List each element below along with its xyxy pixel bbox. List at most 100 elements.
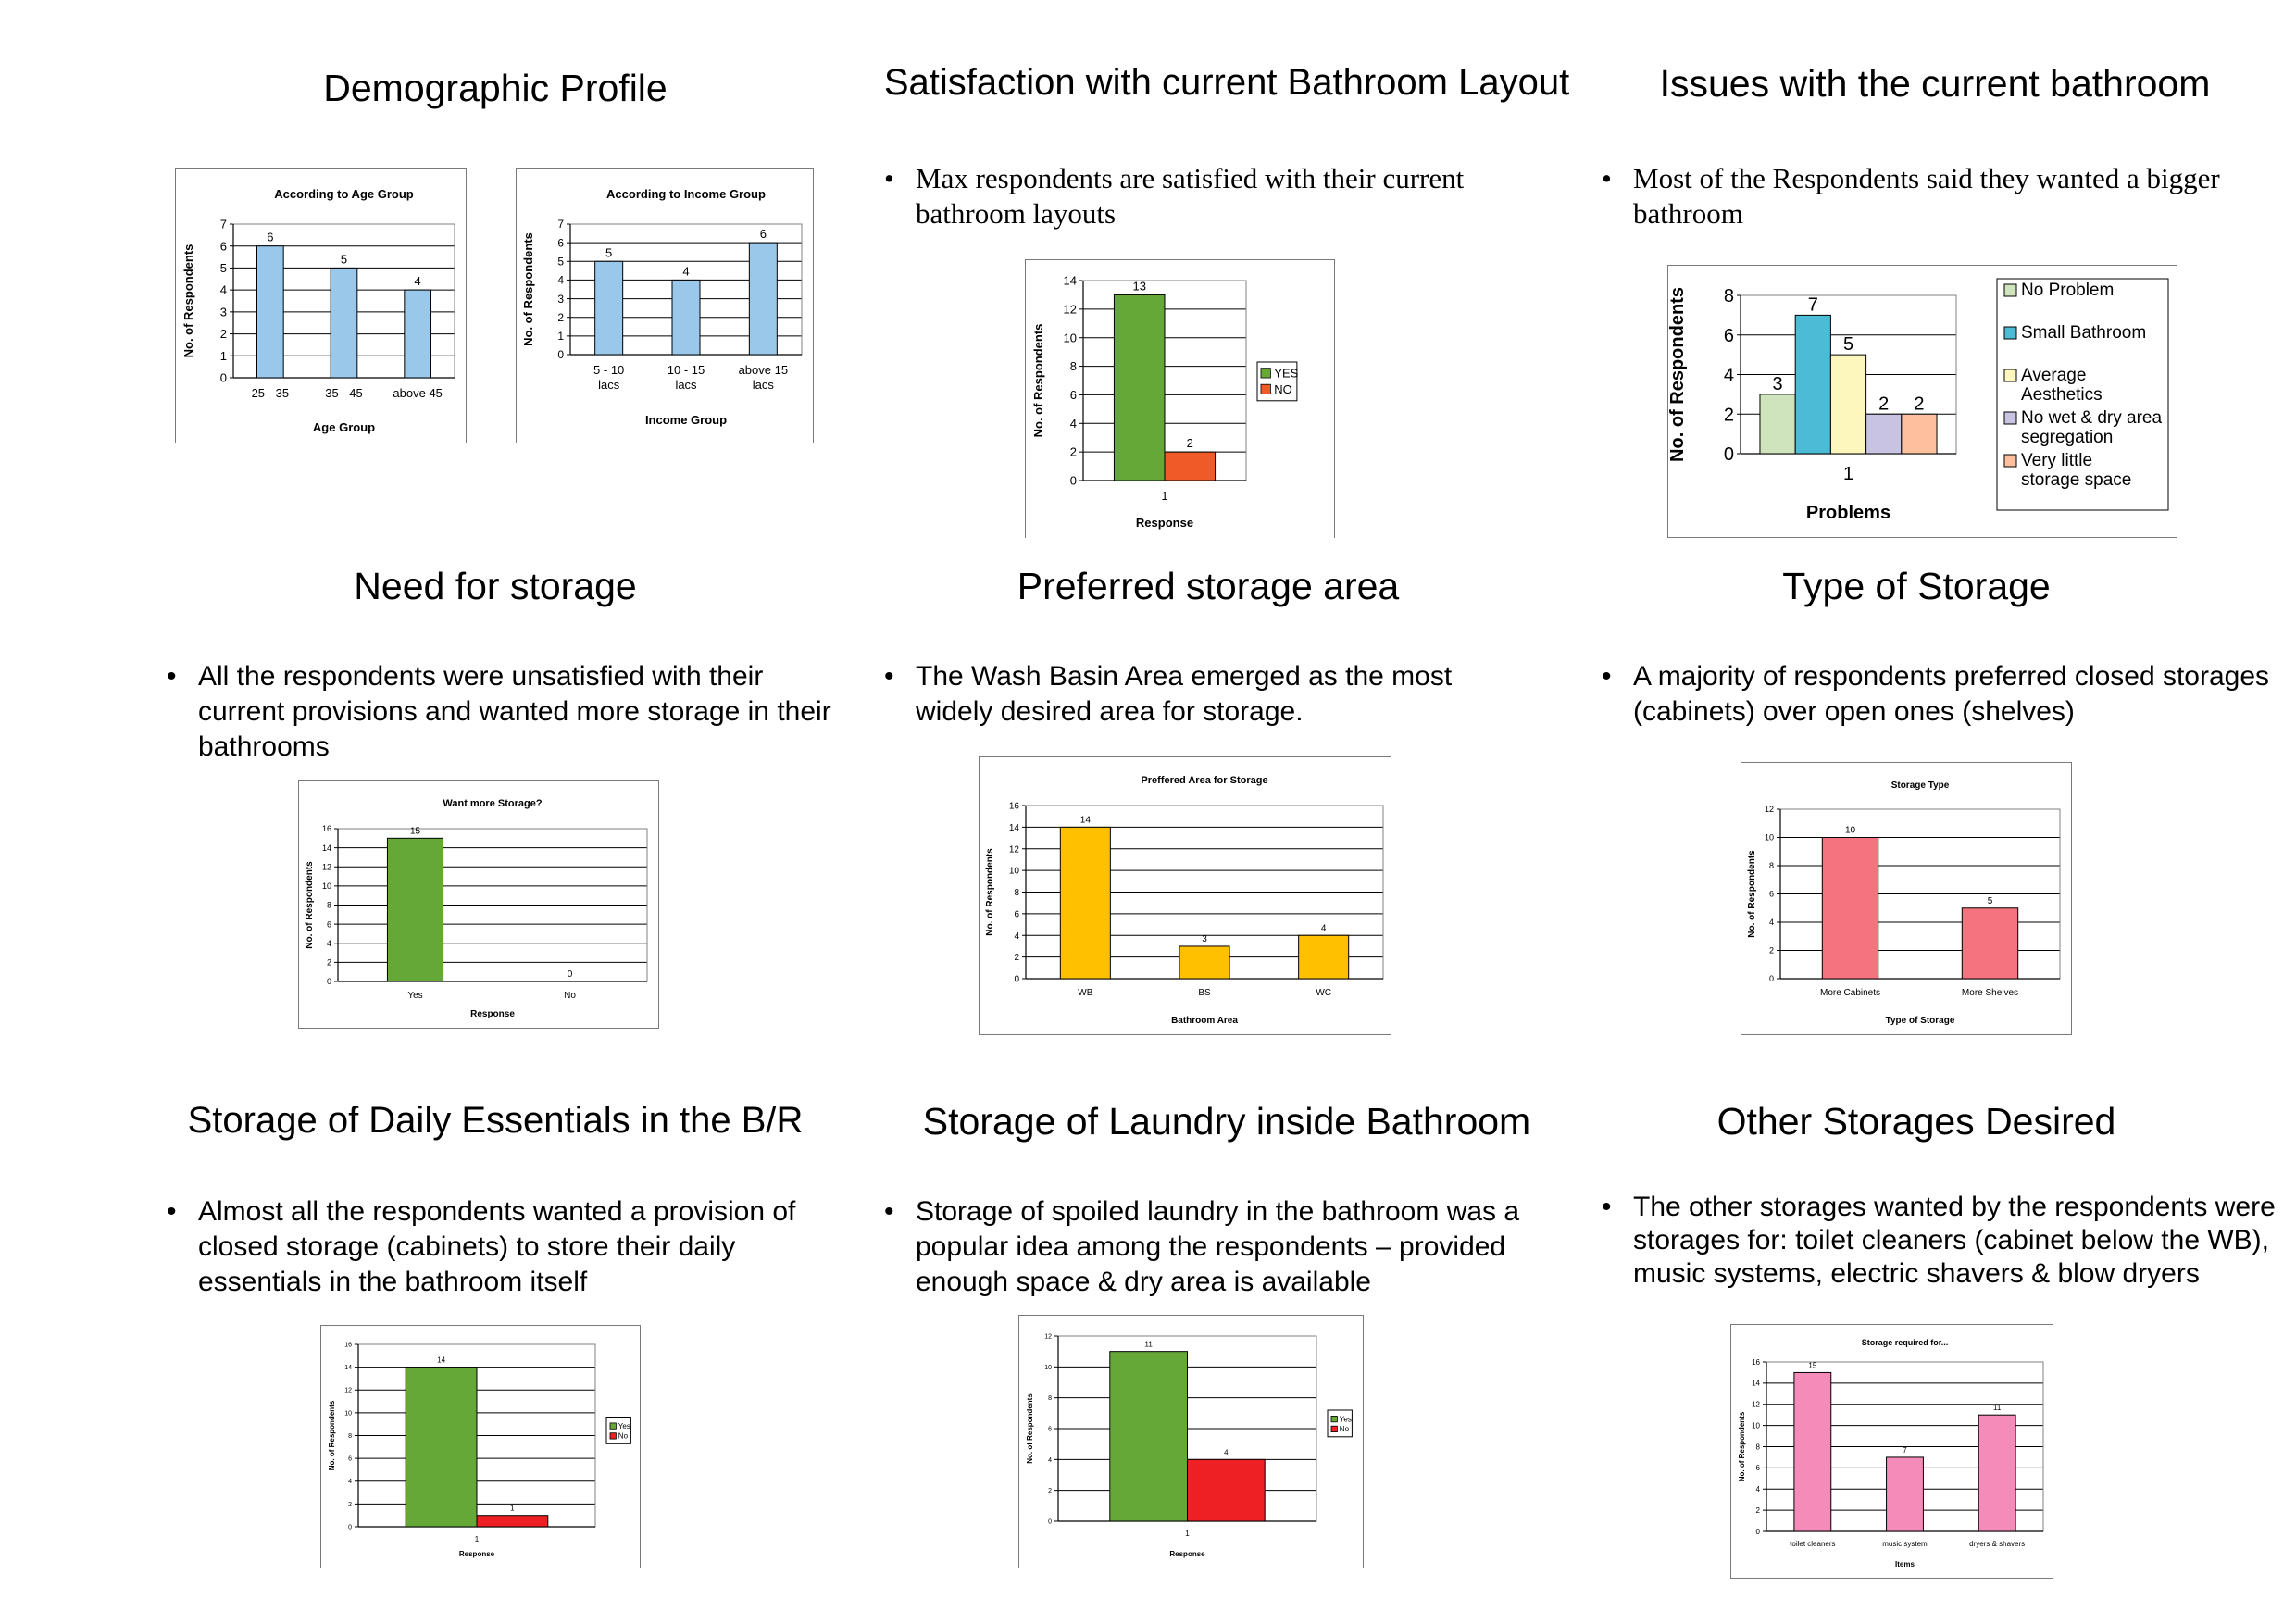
y-tick-label: 6 — [557, 236, 564, 249]
data-label: 6 — [760, 227, 767, 241]
y-tick-label: 8 — [1724, 286, 1734, 306]
data-label: 14 — [1080, 815, 1092, 825]
bar-music-system — [1886, 1456, 1924, 1532]
legend-label: segregation — [2021, 428, 2113, 447]
chart-title: According to Income Group — [606, 187, 766, 201]
y-tick-label: 8 — [327, 901, 331, 910]
data-label: 1 — [510, 1505, 515, 1513]
x-tick-label: above 15 — [739, 363, 789, 377]
x-tick-label: dryers & shavers — [1969, 1540, 2025, 1548]
x-tick-label: lacs — [675, 378, 697, 392]
legend-swatch — [609, 1422, 617, 1430]
chart-svg: Want more Storage? 0 2 4 6 8 10 12 14 16 15 Yes 0 No R… — [305, 798, 648, 1019]
section-title-demographic: Demographic Profile — [323, 67, 668, 109]
section-title-issues: Issues with the current bathroom — [1659, 62, 2211, 105]
legend — [1996, 278, 2169, 511]
data-label: 6 — [267, 231, 273, 244]
y-tick-label: 14 — [1064, 274, 1077, 288]
chart-title: Want more Storage? — [443, 798, 542, 809]
bar-wc — [1298, 934, 1350, 980]
x-tick-label: Yes — [407, 991, 422, 1001]
y-tick-label: 0 — [1769, 974, 1774, 983]
y-tick-label: 4 — [1769, 918, 1774, 927]
x-tick-label: 10 - 15 — [668, 363, 705, 377]
data-label: 3 — [1202, 934, 1207, 944]
y-tick-label: 4 — [327, 939, 331, 948]
x-axis-label: Problems — [1806, 503, 1890, 523]
x-tick-label: 1 — [1843, 464, 1853, 484]
y-tick-label: 14 — [322, 843, 331, 853]
x-tick-label: music system — [1882, 1540, 1928, 1548]
y-tick-label: 2 — [220, 327, 227, 341]
bullet-issues: Most of the Respondents said they wanted… — [1602, 161, 2281, 231]
y-tick-label: 3 — [220, 305, 227, 319]
data-label: 13 — [1132, 279, 1145, 293]
bar-dryers-shavers — [1978, 1414, 2016, 1532]
bullet-need-storage: All the respondents were unsatisfied wit… — [167, 659, 846, 765]
y-tick-label: 2 — [1070, 445, 1077, 459]
chart-svg: Preffered Area for Storage 0 2 4 6 8 10 12 14 16 1… — [985, 775, 1384, 1026]
y-tick-label: 12 — [1009, 844, 1020, 855]
legend-swatch — [2003, 411, 2017, 425]
data-label: 4 — [682, 264, 689, 278]
bullet-daily-essentials: Almost all the respondents wanted a prov… — [167, 1194, 865, 1300]
x-tick-label: 1 — [1161, 489, 1167, 503]
y-tick-label: 1 — [557, 330, 564, 343]
y-tick-label: 8 — [348, 1433, 352, 1440]
x-tick-label: No — [564, 991, 576, 1001]
data-label: 4 — [415, 274, 421, 288]
data-label: 11 — [1144, 1341, 1153, 1349]
y-tick-label: 10 — [1752, 1421, 1760, 1430]
bar-bs — [1179, 945, 1230, 980]
y-axis-label: No. of Respondents — [521, 232, 535, 346]
bar-no-wet-dry-area-segregation — [1866, 413, 1903, 455]
bar-wb — [1059, 826, 1111, 980]
y-tick-label: 4 — [220, 283, 227, 297]
x-tick-label: 35 - 45 — [325, 386, 362, 400]
section-title-laundry: Storage of Laundry inside Bathroom — [922, 1100, 1531, 1143]
chart-laundry: 0 2 4 6 8 10 12 11 4 1 Yes No Response No. of Respond… — [1018, 1315, 1364, 1568]
y-tick-label: 16 — [344, 1342, 352, 1348]
chart-preferred-area: Preffered Area for Storage 0 2 4 6 8 10 12 14 16 1… — [979, 756, 1391, 1035]
bullet-satisfaction: Max respondents are satisfied with their… — [884, 161, 1517, 231]
y-tick-label: 0 — [1070, 474, 1077, 488]
y-tick-label: 10 — [322, 881, 331, 891]
data-label: 5 — [341, 252, 347, 266]
data-label: 10 — [1845, 826, 1856, 836]
x-tick-label: BS — [1198, 988, 1211, 998]
section-title-other-storages: Other Storages Desired — [1716, 1100, 2116, 1143]
y-tick-label: 12 — [322, 862, 331, 871]
y-tick-label: 10 — [344, 1410, 352, 1417]
bar-more-cabinets — [1821, 837, 1879, 980]
y-tick-label: 5 — [557, 255, 564, 268]
legend-swatch — [2003, 326, 2017, 340]
y-tick-label: 6 — [327, 919, 331, 929]
legend-label: No wet & dry area — [2021, 408, 2162, 428]
data-label: 5 — [605, 245, 612, 259]
bar-yes — [1109, 1351, 1188, 1522]
legend-swatch — [1330, 1425, 1338, 1432]
data-label: 0 — [568, 969, 573, 980]
x-tick-label: WC — [1316, 988, 1331, 998]
chart-svg: Storage required for... 0 2 4 6 8 10 12 14 16 15 to… — [1738, 1338, 2044, 1568]
y-tick-label: 6 — [1014, 909, 1019, 919]
x-tick-label: More Cabinets — [1820, 988, 1880, 998]
bar-above-15-lacs — [748, 242, 778, 356]
chart-svg: According to Income Group 0 1 2 3 4 5 6 7 5 5 - 10… — [521, 187, 803, 427]
y-tick-label: 7 — [220, 218, 227, 231]
chart-satisfaction: 0 2 4 6 8 10 12 14 13 2 1 YES NO Response No. of Respo… — [1025, 259, 1335, 538]
y-tick-label: 10 — [1064, 331, 1077, 344]
y-tick-label: 12 — [1044, 1333, 1052, 1340]
chart-svg: 0 2 4 6 8 10 12 14 16 14 1 1 Yes No Response No. of Res… — [328, 1342, 631, 1558]
x-tick-label: lacs — [598, 378, 620, 392]
bar-small-bathroom — [1794, 314, 1831, 455]
y-tick-label: 2 — [327, 958, 331, 968]
bar-no-problem — [1759, 394, 1796, 455]
x-tick-label: lacs — [753, 378, 775, 392]
y-tick-label: 14 — [1752, 1380, 1760, 1388]
y-tick-label: 16 — [1752, 1358, 1760, 1367]
chart-svg: According to Age Group 0 1 2 3 4 5 6 7 6 25 - 35 5 3… — [181, 187, 455, 434]
legend-label: Yes — [618, 1422, 630, 1430]
bar-above-45 — [404, 289, 432, 379]
y-tick-label: 10 — [1765, 833, 1774, 843]
